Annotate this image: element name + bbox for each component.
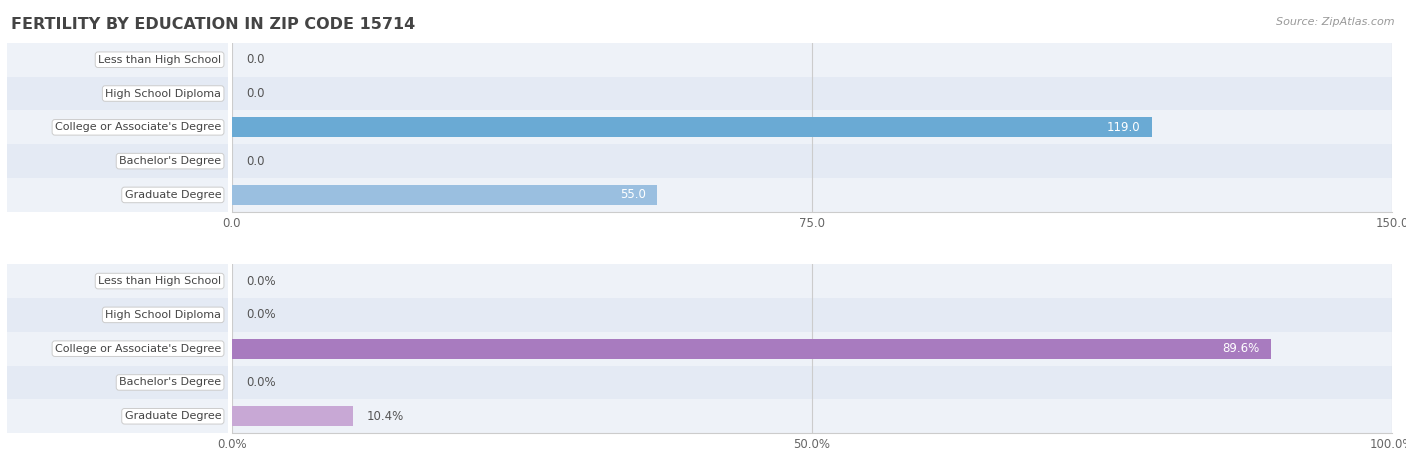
Text: 0.0%: 0.0%	[246, 308, 276, 321]
Bar	[232, 332, 1392, 366]
FancyBboxPatch shape	[7, 399, 228, 433]
Text: 0.0: 0.0	[246, 155, 264, 168]
Text: Less than High School: Less than High School	[98, 55, 221, 65]
Text: FERTILITY BY EDUCATION IN ZIP CODE 15714: FERTILITY BY EDUCATION IN ZIP CODE 15714	[11, 17, 416, 32]
Bar	[232, 185, 658, 205]
Bar	[232, 144, 1392, 178]
Bar	[232, 399, 1392, 433]
Text: 119.0: 119.0	[1107, 121, 1140, 134]
FancyBboxPatch shape	[7, 264, 228, 298]
Bar	[232, 117, 1153, 138]
Text: Source: ZipAtlas.com: Source: ZipAtlas.com	[1277, 17, 1395, 27]
FancyBboxPatch shape	[7, 298, 228, 332]
Bar	[232, 77, 1392, 110]
Text: Graduate Degree: Graduate Degree	[125, 190, 221, 200]
Bar	[232, 178, 1392, 212]
Text: 55.0: 55.0	[620, 188, 645, 201]
FancyBboxPatch shape	[7, 43, 228, 77]
Bar	[232, 298, 1392, 332]
Bar	[232, 264, 1392, 298]
FancyBboxPatch shape	[7, 144, 228, 178]
Text: 0.0: 0.0	[246, 87, 264, 100]
Text: Graduate Degree: Graduate Degree	[125, 411, 221, 421]
Bar	[232, 366, 1392, 399]
FancyBboxPatch shape	[7, 178, 228, 212]
Text: 0.0: 0.0	[246, 53, 264, 66]
Text: Bachelor's Degree: Bachelor's Degree	[120, 156, 221, 166]
Text: College or Associate's Degree: College or Associate's Degree	[55, 344, 221, 354]
Text: 89.6%: 89.6%	[1222, 342, 1260, 355]
Text: Bachelor's Degree: Bachelor's Degree	[120, 377, 221, 387]
Text: High School Diploma: High School Diploma	[105, 89, 221, 99]
Bar	[232, 43, 1392, 77]
Text: 10.4%: 10.4%	[367, 410, 404, 423]
FancyBboxPatch shape	[7, 366, 228, 399]
Bar	[232, 406, 353, 426]
FancyBboxPatch shape	[7, 110, 228, 144]
FancyBboxPatch shape	[7, 77, 228, 110]
Text: College or Associate's Degree: College or Associate's Degree	[55, 122, 221, 132]
Bar	[232, 110, 1392, 144]
Text: 0.0%: 0.0%	[246, 275, 276, 288]
Bar	[232, 338, 1271, 359]
FancyBboxPatch shape	[7, 332, 228, 366]
Text: High School Diploma: High School Diploma	[105, 310, 221, 320]
Text: Less than High School: Less than High School	[98, 276, 221, 286]
Text: 0.0%: 0.0%	[246, 376, 276, 389]
